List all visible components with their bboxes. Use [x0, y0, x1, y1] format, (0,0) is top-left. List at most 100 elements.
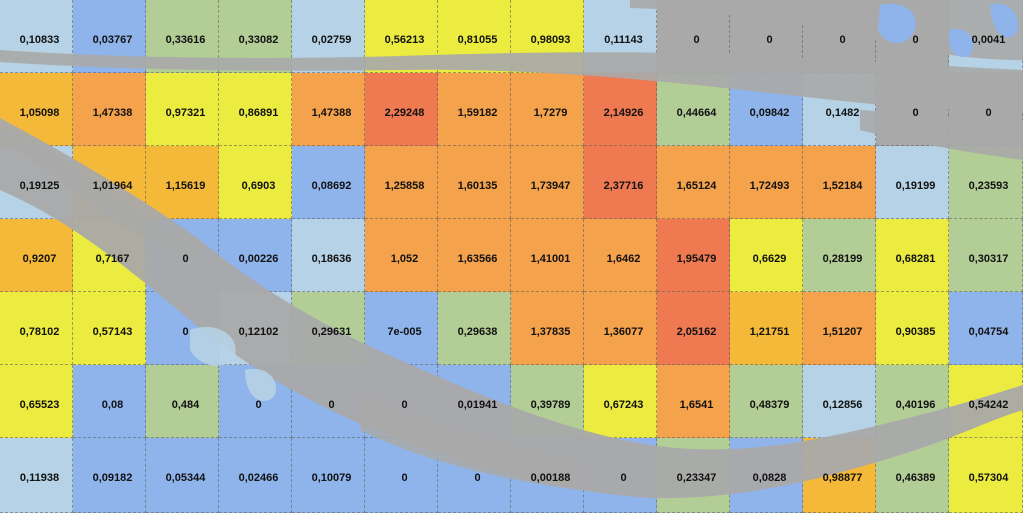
- grid-cell: [876, 146, 949, 219]
- grid-cell: [730, 0, 803, 73]
- grid-cell: [365, 73, 438, 146]
- grid-cell: [657, 219, 730, 292]
- grid-cell: [949, 146, 1023, 219]
- grid-cell: [146, 0, 219, 73]
- grid-cell: [292, 365, 365, 438]
- grid-cell: [219, 365, 292, 438]
- grid-cell: [146, 146, 219, 219]
- grid-cell: [876, 219, 949, 292]
- grid-cell: [219, 0, 292, 73]
- grid-cell: [949, 0, 1023, 73]
- grid-cell: [219, 292, 292, 365]
- grid-cell: [511, 146, 584, 219]
- grid-cell: [0, 73, 73, 146]
- grid-cell: [876, 438, 949, 513]
- grid-cell: [584, 365, 657, 438]
- grid-cell: [511, 292, 584, 365]
- grid-cell: [949, 73, 1023, 146]
- grid-cell: [730, 146, 803, 219]
- grid-cell: [438, 73, 511, 146]
- grid-cell: [730, 365, 803, 438]
- grid-cell: [73, 365, 146, 438]
- grid-cell: [0, 292, 73, 365]
- grid-cell: [219, 438, 292, 513]
- grid-cell: [876, 0, 949, 73]
- grid-cell: [803, 292, 876, 365]
- grid-cell: [292, 73, 365, 146]
- grid-cell: [584, 292, 657, 365]
- grid-cell: [730, 219, 803, 292]
- grid-cell: [730, 73, 803, 146]
- grid-cell: [0, 146, 73, 219]
- grid-cell: [657, 438, 730, 513]
- grid-cell: [219, 73, 292, 146]
- grid-cell: [803, 438, 876, 513]
- grid-cell: [365, 146, 438, 219]
- grid-cell: [438, 365, 511, 438]
- grid-cell: [803, 219, 876, 292]
- grid-cell: [365, 438, 438, 513]
- grid-cell: [438, 0, 511, 73]
- grid-cell: [584, 219, 657, 292]
- grid-cell: [0, 0, 73, 73]
- grid-cell: [803, 0, 876, 73]
- grid-cell: [73, 0, 146, 73]
- grid-cell: [730, 292, 803, 365]
- grid-cell: [511, 73, 584, 146]
- grid-cell: [876, 73, 949, 146]
- grid-cell: [365, 292, 438, 365]
- grid-cell: [584, 438, 657, 513]
- grid-cell: [730, 438, 803, 513]
- grid-cell: [292, 292, 365, 365]
- grid-cell: [949, 365, 1023, 438]
- grid-cell: [292, 438, 365, 513]
- grid-cell: [584, 0, 657, 73]
- grid-cell: [438, 219, 511, 292]
- grid-cell: [657, 73, 730, 146]
- grid-cell: [219, 146, 292, 219]
- grid-cell: [803, 73, 876, 146]
- grid-cell: [876, 292, 949, 365]
- grid-cell: [146, 438, 219, 513]
- grid-cell: [73, 292, 146, 365]
- grid-cell: [292, 146, 365, 219]
- grid-cell: [657, 365, 730, 438]
- grid-cell: [438, 146, 511, 219]
- grid-cell: [657, 0, 730, 73]
- grid-cell: [803, 365, 876, 438]
- grid-cell: [73, 73, 146, 146]
- grid-cell: [876, 365, 949, 438]
- grid-cell: [146, 292, 219, 365]
- grid-cell: [657, 292, 730, 365]
- grid-cell: [584, 146, 657, 219]
- grid-cell: [803, 146, 876, 219]
- grid-cell: [146, 219, 219, 292]
- grid-cell: [511, 219, 584, 292]
- grid-cell: [438, 438, 511, 513]
- grid-cell: [365, 219, 438, 292]
- grid-cell: [511, 0, 584, 73]
- grid-cell: [657, 146, 730, 219]
- grid-cell: [219, 219, 292, 292]
- grid-cell: [146, 365, 219, 438]
- grid-cell: [365, 365, 438, 438]
- grid-cell: [438, 292, 511, 365]
- grid-cell: [365, 0, 438, 73]
- grid-cell: [73, 146, 146, 219]
- grid-cell: [292, 0, 365, 73]
- grid-cell: [0, 438, 73, 513]
- grid-cell: [511, 365, 584, 438]
- grid-cell: [0, 365, 73, 438]
- grid-cell: [511, 438, 584, 513]
- grid-cell: [949, 438, 1023, 513]
- grid-cell: [0, 219, 73, 292]
- grid-cell: [584, 73, 657, 146]
- grid-cell: [949, 219, 1023, 292]
- grid-cell: [146, 73, 219, 146]
- grid-cell: [73, 438, 146, 513]
- grid-cell: [73, 219, 146, 292]
- grid-cell: [292, 219, 365, 292]
- grid-cell: [949, 292, 1023, 365]
